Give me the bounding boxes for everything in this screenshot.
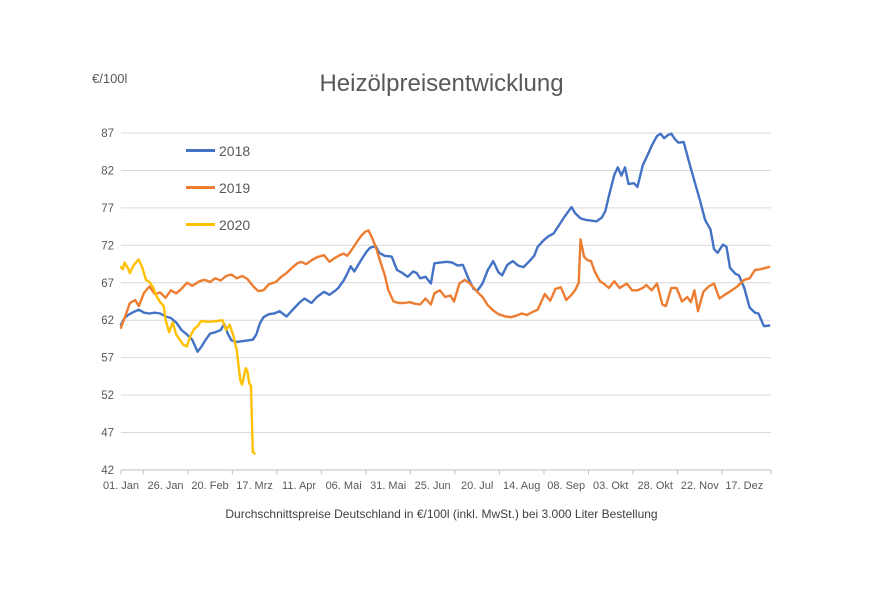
x-axis-tick-label: 14. Aug: [503, 480, 540, 492]
y-axis-tick-label: 47: [101, 428, 114, 440]
y-axis-tick-label: 77: [101, 203, 114, 215]
y-axis-tick-label: 57: [101, 353, 114, 365]
chart-caption: Durchschnittspreise Deutschland in €/100…: [225, 507, 658, 521]
x-axis-tick-label: 28. Okt: [638, 480, 673, 492]
x-axis-tick-label: 01. Jan: [103, 480, 139, 492]
x-axis-tick-label: 17. Dez: [725, 480, 763, 492]
x-axis-tick-label: 06. Mai: [326, 480, 362, 492]
x-axis-tick-label: 11. Apr: [282, 480, 316, 492]
legend-swatch-2018: [186, 149, 215, 152]
series-line-2019: [119, 229, 771, 329]
y-axis-tick-label: 62: [101, 315, 114, 327]
legend-swatch-2019: [186, 186, 215, 189]
x-axis-tick-label: 20. Jul: [461, 480, 493, 492]
legend-swatch-2020: [186, 223, 215, 226]
y-axis-tick-label: 52: [101, 390, 114, 402]
chart-title: Heizölpreisentwicklung: [319, 70, 564, 97]
y-axis-tick-label: 67: [101, 278, 114, 290]
x-axis-tick-label: 31. Mai: [370, 480, 406, 492]
legend-item-2020: 2020: [186, 206, 250, 243]
x-axis-tick-label: 17. Mrz: [236, 480, 273, 492]
y-axis-tick-label: 82: [101, 165, 114, 177]
legend-label-2018: 2018: [219, 142, 251, 159]
x-axis-tick-label: 03. Okt: [593, 480, 628, 492]
legend-item-2019: 2019: [186, 169, 250, 206]
x-axis-tick-label: 22. Nov: [681, 480, 719, 492]
series-line-2020: [119, 258, 256, 455]
x-axis-tick-label: 25. Jun: [415, 480, 451, 492]
y-axis-unit-label: €/100l: [92, 71, 128, 86]
legend-label-2020: 2020: [219, 216, 251, 233]
x-axis-tick-label: 26. Jan: [147, 480, 183, 492]
legend-label-2019: 2019: [219, 179, 251, 196]
legend-item-2018: 2018: [186, 132, 250, 169]
series-line-2018: [119, 132, 771, 353]
x-axis-tick-label: 20. Feb: [191, 480, 228, 492]
y-axis-tick-label: 42: [101, 465, 114, 477]
x-axis-tick-label: 08. Sep: [547, 480, 585, 492]
chart-legend: 2018 2019 2020: [186, 132, 250, 243]
y-axis-tick-label: 72: [101, 240, 114, 252]
y-axis-tick-label: 87: [101, 128, 114, 140]
